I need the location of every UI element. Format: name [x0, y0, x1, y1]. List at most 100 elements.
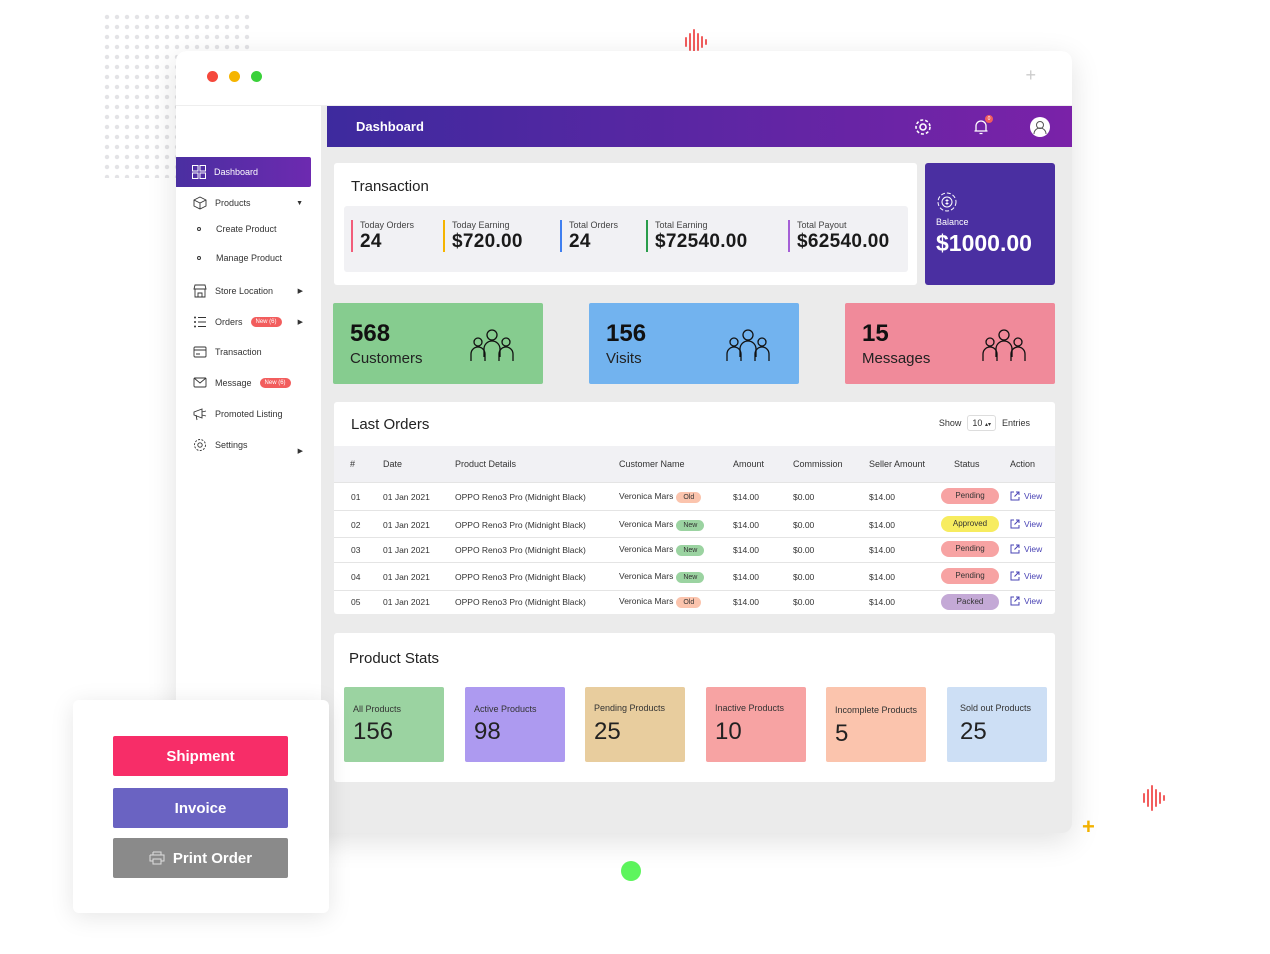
kpi-messages-card[interactable]: 15 Messages	[845, 303, 1055, 384]
stat-inactive-products[interactable]: Inactive Products 10	[706, 687, 806, 762]
print-order-button[interactable]: Print Order	[113, 838, 288, 878]
new-tab-icon[interactable]: +	[1025, 65, 1036, 85]
view-label: View	[1024, 596, 1043, 606]
stat-label: Today Orders	[360, 220, 415, 230]
external-link-icon	[1010, 544, 1020, 554]
last-orders-card: Last Orders Show 10 ▴▾ Entries # Date Pr…	[334, 402, 1055, 614]
table-row: 04 01 Jan 2021 OPPO Reno3 Pro (Midnight …	[334, 562, 1055, 590]
entries-label: Entries	[1001, 418, 1030, 428]
promote-icon	[193, 407, 207, 421]
caret-updown-icon: ▴▾	[984, 422, 991, 428]
bullet-icon	[197, 256, 201, 260]
customer-tag: New	[676, 520, 705, 531]
sidebar-item-label: Promoted Listing	[215, 409, 283, 419]
sidebar-item-orders[interactable]: Orders New (6) ▶	[176, 307, 321, 337]
caret-right-icon: ▶	[297, 448, 303, 455]
transaction-card: Transaction Today Orders 24 Today Earnin…	[334, 163, 917, 285]
balance-value: $1000.00	[936, 230, 1032, 256]
store-icon	[193, 284, 207, 298]
cell-product: OPPO Reno3 Pro (Midnight Black)	[455, 572, 586, 582]
maximize-window-button[interactable]	[251, 71, 262, 82]
column-header: #	[350, 459, 356, 469]
bell-icon[interactable]: 0	[972, 115, 993, 136]
sidebar-item-create-product[interactable]: Create Product	[176, 214, 321, 244]
box-icon	[193, 196, 207, 210]
product-stats-card: Product Stats All Products 156 Active Pr…	[334, 633, 1055, 782]
cell-seller-amount: $14.00	[869, 492, 895, 502]
cell-date: 01 Jan 2021	[383, 545, 430, 555]
kpi-value: 568	[350, 320, 391, 347]
column-header: Commission	[793, 459, 843, 469]
stat-label: All Products	[353, 704, 402, 714]
sidebar-item-message[interactable]: Message New (6)	[176, 368, 321, 398]
cell-product: OPPO Reno3 Pro (Midnight Black)	[455, 597, 586, 607]
transaction-title: Transaction	[351, 178, 429, 195]
view-link[interactable]: View	[1010, 519, 1042, 529]
sidebar-item-transaction[interactable]: Transaction	[176, 337, 321, 367]
stat-incomplete-products[interactable]: Incomplete Products 5	[826, 687, 926, 762]
stat-active-products[interactable]: Active Products 98	[465, 687, 565, 762]
table-row: 03 01 Jan 2021 OPPO Reno3 Pro (Midnight …	[334, 537, 1055, 562]
sound-wave-decoration	[1143, 785, 1165, 811]
sidebar-item-dashboard[interactable]: Dashboard	[176, 157, 311, 187]
people-group-icon	[726, 329, 770, 361]
kpi-visits-card[interactable]: 156 Visits	[589, 303, 799, 384]
stat-total-payout: Total Payout $62540.00	[788, 220, 890, 252]
invoice-button[interactable]: Invoice	[113, 788, 288, 828]
kpi-customers-card[interactable]: 568 Customers	[333, 303, 543, 384]
sidebar-item-settings[interactable]: Settings ▶	[176, 430, 321, 460]
top-navbar: Dashboard 0	[327, 106, 1072, 147]
view-link[interactable]: View	[1010, 596, 1042, 606]
table-row: 02 01 Jan 2021 OPPO Reno3 Pro (Midnight …	[334, 510, 1055, 537]
orders-title: Last Orders	[351, 416, 430, 433]
customer-tag: New	[676, 545, 705, 556]
status-badge: Pending	[941, 488, 999, 504]
stat-value: 10	[715, 718, 742, 745]
stat-sold-out-products[interactable]: Sold out Products 25	[947, 687, 1047, 762]
minimize-window-button[interactable]	[229, 71, 240, 82]
column-header: Seller Amount	[869, 459, 926, 469]
cell-commission: $0.00	[793, 520, 815, 530]
plus-decoration: +	[1082, 814, 1095, 839]
sidebar-item-store-location[interactable]: Store Location ▶	[176, 276, 321, 306]
entries-value: 10	[972, 418, 983, 428]
stat-value: $62540.00	[797, 231, 890, 252]
column-header: Action	[1010, 459, 1036, 469]
cell-product: OPPO Reno3 Pro (Midnight Black)	[455, 492, 586, 502]
stat-label: Inactive Products	[715, 703, 785, 713]
sidebar-item-label: Store Location	[215, 286, 274, 296]
customer-tag: New	[676, 572, 705, 583]
customer-tag: Old	[676, 492, 702, 503]
stat-all-products[interactable]: All Products 156	[344, 687, 444, 762]
view-link[interactable]: View	[1010, 544, 1042, 554]
view-link[interactable]: View	[1010, 571, 1042, 581]
cell-commission: $0.00	[793, 572, 815, 582]
button-label: Print Order	[172, 849, 253, 867]
column-header: Amount	[733, 459, 765, 469]
sidebar-item-label: Create Product	[216, 224, 277, 234]
sidebar-item-manage-product[interactable]: Manage Product	[176, 243, 321, 273]
column-header: Customer Name	[619, 459, 685, 469]
stat-value: $720.00	[452, 231, 523, 252]
stat-pending-products[interactable]: Pending Products 25	[585, 687, 685, 762]
gear-icon	[193, 438, 207, 452]
sidebar-item-promoted-listing[interactable]: Promoted Listing	[176, 399, 321, 429]
sidebar-item-label: Transaction	[215, 347, 262, 357]
column-header: Status	[954, 459, 980, 469]
balance-label: Balance	[936, 217, 969, 227]
cell-product: OPPO Reno3 Pro (Midnight Black)	[455, 545, 586, 555]
entries-select[interactable]: 10 ▴▾	[967, 415, 996, 431]
shipment-button[interactable]: Shipment	[113, 736, 288, 776]
gear-icon[interactable]	[914, 118, 932, 136]
stat-label: Today Earning	[452, 220, 510, 230]
page-title: Dashboard	[356, 119, 424, 134]
avatar[interactable]	[1030, 117, 1050, 137]
kpi-value: 15	[862, 320, 889, 347]
table-row: 01 01 Jan 2021 OPPO Reno3 Pro (Midnight …	[334, 482, 1055, 510]
cell-amount: $14.00	[733, 545, 759, 555]
balance-card: Balance $1000.00	[925, 163, 1055, 285]
close-window-button[interactable]	[207, 71, 218, 82]
cell-customer: Veronica Mars	[619, 544, 674, 554]
view-link[interactable]: View	[1010, 491, 1042, 501]
sidebar-item-products[interactable]: Products ▼	[176, 188, 321, 218]
